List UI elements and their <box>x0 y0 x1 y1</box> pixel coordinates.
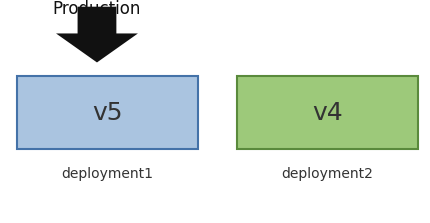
Polygon shape <box>56 7 138 62</box>
Text: v4: v4 <box>311 101 342 125</box>
Text: v5: v5 <box>92 101 123 125</box>
FancyBboxPatch shape <box>17 76 198 149</box>
Text: Production: Production <box>52 0 141 18</box>
FancyBboxPatch shape <box>237 76 417 149</box>
Text: deployment1: deployment1 <box>61 167 154 181</box>
Text: deployment2: deployment2 <box>281 167 373 181</box>
